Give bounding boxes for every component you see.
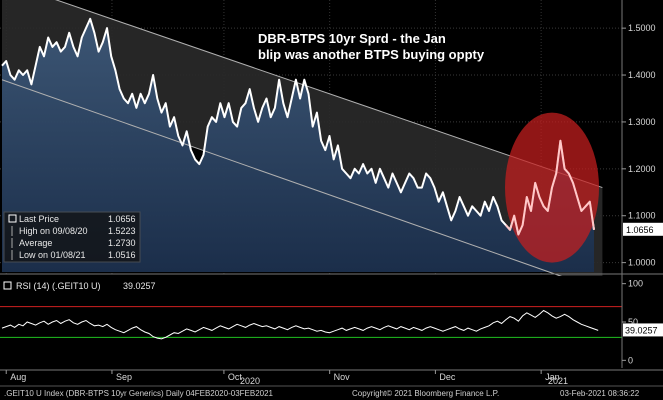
rsi-legend-label: RSI (14) (.GEIT10 U) [16, 281, 101, 291]
rsi-last-tag [623, 323, 663, 337]
x-tick-label: Jan [545, 372, 560, 382]
price-area [2, 18, 594, 272]
legend-value: 1.0656 [108, 214, 136, 224]
footer: .GEIT10 U Index (DBR-BTPS 10yr Generics)… [4, 389, 640, 398]
x-tick-label: Dec [439, 372, 456, 382]
chart-title-line-1: DBR-BTPS 10yr Sprd - the Jan [258, 31, 446, 46]
x-tick-label: Sep [116, 372, 132, 382]
rsi-y-tick-label: 0 [628, 355, 633, 365]
legend-label: Average [19, 238, 52, 248]
chart-title-line-2: blip was another BTPS buying oppty [258, 47, 485, 62]
x-tick-label: Oct [228, 372, 243, 382]
y-tick-label: 1.3000 [628, 117, 656, 127]
rsi-y-tick-label: 100 [628, 279, 643, 289]
rsi-line [1, 309, 599, 340]
legend-label: High on 09/08/20 [19, 226, 88, 236]
rsi-panel: RSI (14) (.GEIT10 U) 39.0257 100 50 0 39.0257 [0, 273, 663, 368]
y-tick-label: 1.0000 [628, 258, 656, 268]
legend: Last Price 1.0656 High on 09/08/20 1.5223 Av… [3, 211, 141, 263]
legend-bg [3, 211, 141, 263]
rsi-last-tag-label: 39.0257 [625, 325, 658, 335]
x-axis: Aug Sep Oct Nov Dec Jan 2020 2021 [0, 369, 663, 387]
y-tick-label: 1.5000 [628, 23, 656, 33]
footer-source: .GEIT10 U Index (DBR-BTPS 10yr Generics)… [4, 389, 274, 398]
footer-copyright: Copyright© 2021 Bloomberg Finance L.P. [352, 389, 499, 398]
x-tick-label: Nov [334, 372, 351, 382]
x-year-label: 2020 [240, 376, 260, 386]
legend-value: 1.5223 [108, 226, 136, 236]
price-line [1, 17, 595, 236]
legend-value: 1.0516 [108, 250, 136, 260]
footer-timestamp: 03-Feb-2021 08:36:22 [560, 389, 640, 398]
legend-label: Low on 01/08/21 [19, 250, 86, 260]
rsi-legend-swatch [3, 281, 12, 290]
y-tick-label: 1.1000 [628, 211, 656, 221]
legend-label: Last Price [19, 214, 59, 224]
channel-upper-line [55, 0, 603, 189]
y-tick-label: 1.4000 [628, 70, 656, 80]
rsi-bg [0, 276, 622, 368]
channel-lower-line [1, 79, 603, 292]
price-panel: 1.5000 1.4000 1.3000 1.2000 1.1000 1.0000 1.06… [0, 0, 663, 370]
legend-swatch [8, 214, 17, 223]
x-year-label: 2021 [548, 376, 568, 386]
legend-value: 1.2730 [108, 238, 136, 248]
rsi-y-tick-label: 50 [628, 317, 638, 327]
last-value-tag-label: 1.0656 [626, 225, 654, 235]
last-value-tag [623, 222, 663, 236]
x-tick-label: Aug [10, 372, 26, 382]
right-axis-bg [622, 0, 663, 370]
price-line-highlight [505, 139, 595, 236]
y-tick-label: 1.2000 [628, 164, 656, 174]
rsi-legend-value: 39.0257 [123, 281, 156, 291]
